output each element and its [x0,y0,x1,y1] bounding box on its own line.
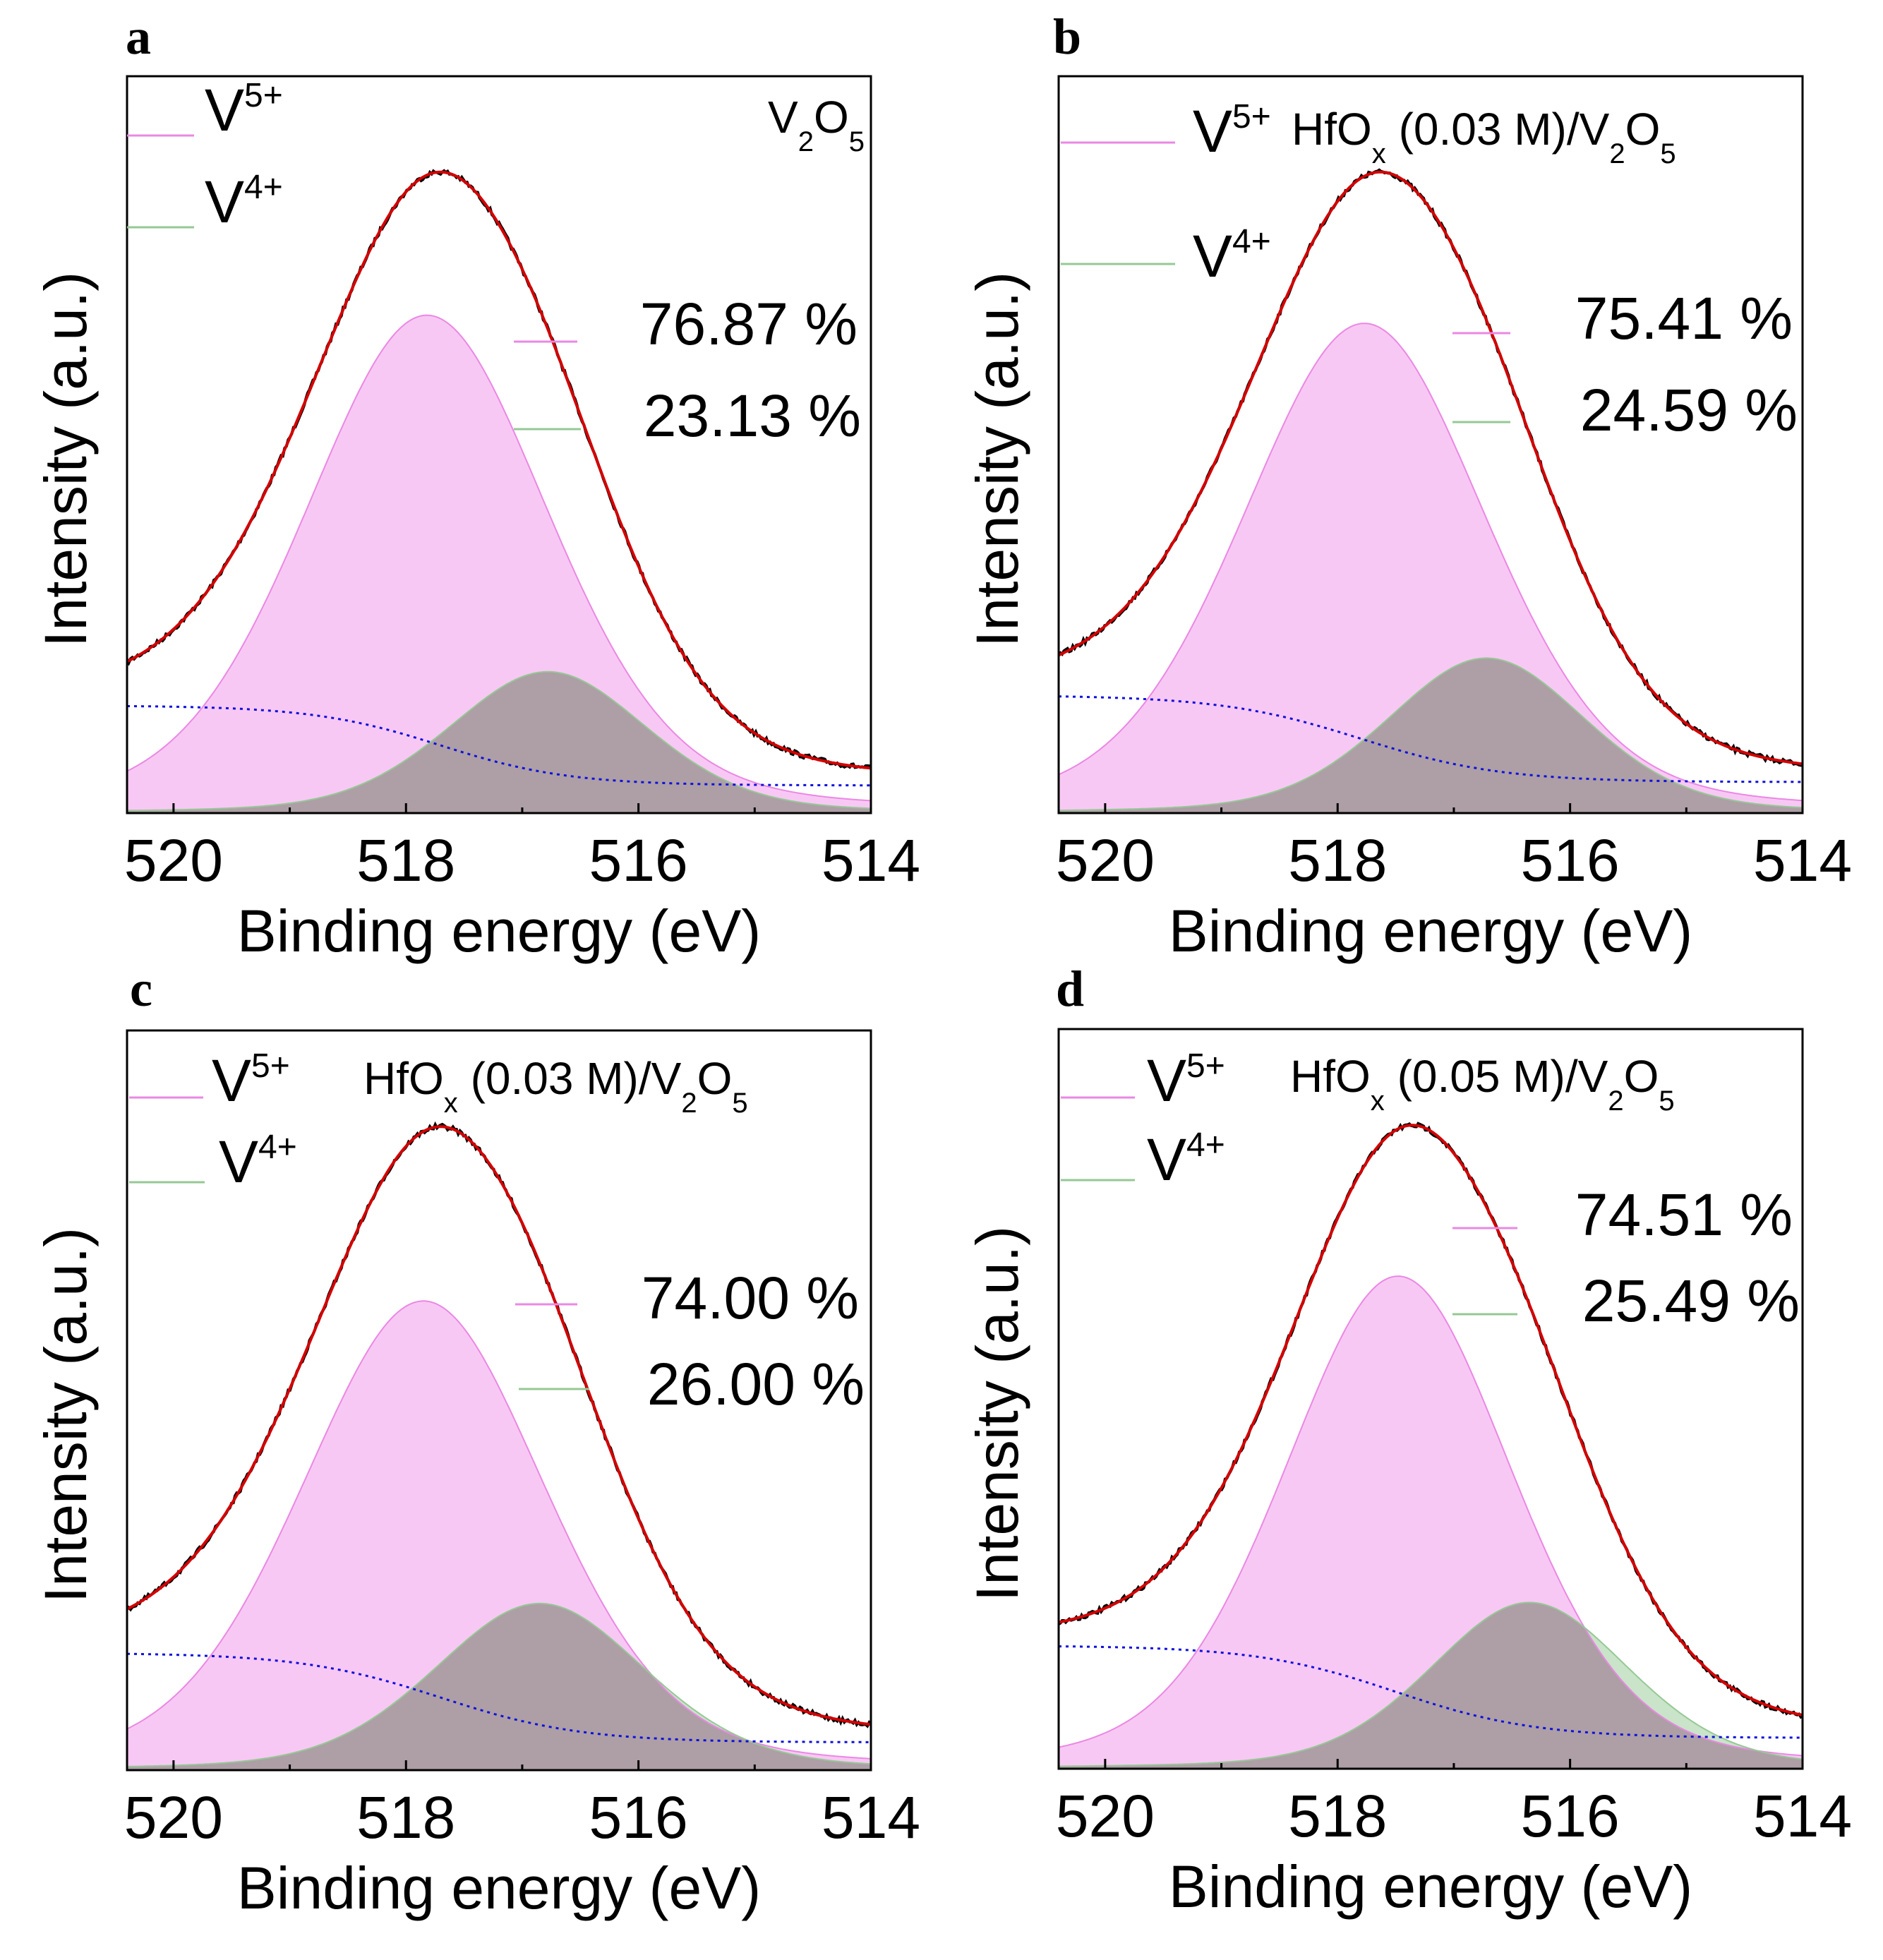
panel-c: 520 518 516 514 Binding energy (eV) Intensity… [32,961,920,1921]
plot-frame [126,1029,872,1772]
v5-fill-area [1059,323,1803,813]
x-tick-label-518: 518 [1288,1783,1387,1849]
plot-frame [1057,1028,1804,1770]
x-tick-label-520: 520 [1056,1783,1155,1849]
sample-label: HfOx (0.05 M)/V2O5 [1290,1051,1675,1117]
plot-area [1059,1122,1803,1769]
v5-component-curve [127,314,871,802]
x-tick-label-520: 520 [124,827,223,894]
x-tick-label-520: 520 [124,1784,223,1851]
background-curve [1059,695,1803,783]
y-axis-label: Intensity (a.u.) [32,1227,99,1603]
legend-label-v4: V4+ [205,169,283,235]
envelope-fit-curve [127,170,871,770]
plot-area [127,1121,871,1770]
v4-component-curve [1059,657,1803,812]
legend-label-v5: V5+ [205,77,283,143]
v4-component-curve [1059,1601,1803,1767]
panel-letter-a: a [126,8,151,65]
panel-a: 520 518 516 514 Binding energy (eV) Intensity… [32,8,920,964]
v5-fill-area [127,315,871,813]
x-tick-label-516: 516 [589,1784,688,1851]
plot-frame [1057,75,1804,814]
x-tick-label-514: 514 [1753,827,1852,894]
x-axis-label: Binding energy (eV) [237,898,761,964]
legend-label-v4: V4+ [1193,223,1271,289]
x-tick-label-520: 520 [1056,827,1155,894]
x-tick-label-518: 518 [356,1784,455,1851]
x-axis-label: Binding energy (eV) [1169,1853,1692,1920]
plot-frame [126,75,872,814]
x-axis-label: Binding energy (eV) [1169,898,1692,964]
overlap-fill-area [1059,658,1803,813]
panel-letter-b: b [1053,8,1081,65]
legend-label-v4: V4+ [1147,1126,1225,1193]
envelope-fit-curve [1059,1124,1803,1716]
overlap-fill-area [127,671,871,813]
envelope-fit-curve [1059,170,1803,766]
v5-fill-area [1059,1276,1803,1769]
ratio-label-v4: 26.00 % [647,1351,865,1417]
legend-label-v5: V5+ [1193,98,1271,164]
ratio-label-v5: 74.51 % [1575,1182,1793,1248]
x-tick-label-518: 518 [356,827,455,894]
ratio-label-v5: 74.00 % [642,1265,859,1331]
panel-d: 520 518 516 514 Binding energy (eV) Intensity… [964,961,1852,1920]
ratio-label-v4: 25.49 % [1582,1268,1800,1334]
ratio-label-v5: 76.87 % [640,291,858,357]
v4-component-curve [127,1602,871,1767]
x-tick-label-514: 514 [822,827,920,894]
v5-component-curve [1059,1275,1803,1757]
x-tick-label-514: 514 [1753,1783,1852,1849]
envelope-fit-curve [127,1125,871,1726]
x-axis-label: Binding energy (eV) [237,1855,761,1921]
sample-label: HfOx (0.03 M)/V2O5 [363,1053,748,1119]
ratio-label-v4: 24.59 % [1580,377,1798,443]
legend-label-v5: V5+ [212,1047,290,1114]
panel-letter-d: d [1056,961,1084,1017]
sample-label: HfOx (0.03 M)/V2O5 [1292,104,1676,169]
x-tick-label-516: 516 [1521,1783,1620,1849]
x-tick-label-514: 514 [822,1784,920,1851]
panel-b: 520 518 516 514 Binding energy (eV) Intensity… [964,8,1852,964]
overlap-fill-area [127,1603,871,1770]
y-axis-label: Intensity (a.u.) [32,272,99,647]
sample-label: V2O5 [768,92,865,157]
background-curve [127,1652,871,1743]
plot-area [127,169,871,813]
panel-letter-c: c [130,961,152,1017]
background-curve [127,704,871,787]
legend-label-v4: V4+ [219,1129,297,1195]
y-axis-label: Intensity (a.u.) [964,272,1030,647]
x-tick-label-518: 518 [1288,827,1387,894]
x-tick-label-516: 516 [1521,827,1620,894]
plot-area [1059,168,1803,813]
ratio-label-v5: 75.41 % [1575,285,1793,351]
overlap-fill-area [1059,1602,1803,1769]
x-tick-label-516: 516 [589,827,688,894]
legend-label-v5: V5+ [1147,1047,1225,1114]
v5-component-curve [1059,323,1803,802]
y-axis-label: Intensity (a.u.) [964,1226,1030,1601]
v4-component-curve [127,671,871,812]
v5-fill-area [127,1301,871,1770]
background-curve [1059,1645,1803,1739]
ratio-label-v4: 23.13 % [644,383,861,449]
